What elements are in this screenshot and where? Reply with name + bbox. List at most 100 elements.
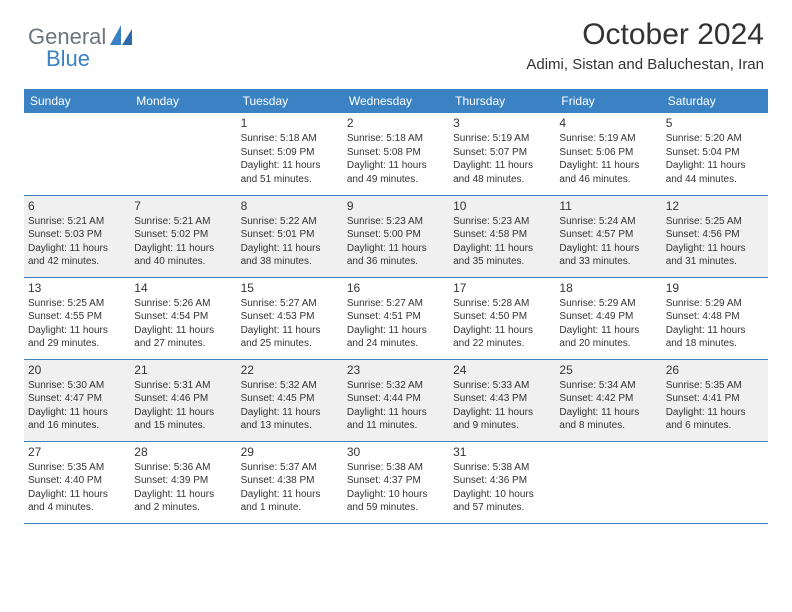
brand-logo: General Blue xyxy=(28,18,134,50)
day-number: 31 xyxy=(453,445,551,459)
header: General Blue October 2024 Adimi, Sistan … xyxy=(0,0,792,81)
sunrise-text: Sunrise: 5:18 AM xyxy=(347,132,445,146)
day-number: 22 xyxy=(241,363,339,377)
sunrise-text: Sunrise: 5:19 AM xyxy=(559,132,657,146)
sunset-text: Sunset: 4:44 PM xyxy=(347,392,445,406)
day-number: 5 xyxy=(666,116,764,130)
sunset-text: Sunset: 4:46 PM xyxy=(134,392,232,406)
daylight-text: and 11 minutes. xyxy=(347,419,445,433)
day-cell: 2Sunrise: 5:18 AMSunset: 5:08 PMDaylight… xyxy=(343,113,449,195)
sunset-text: Sunset: 4:48 PM xyxy=(666,310,764,324)
daylight-text: and 35 minutes. xyxy=(453,255,551,269)
daylight-text: Daylight: 11 hours xyxy=(28,488,126,502)
daylight-text: Daylight: 11 hours xyxy=(134,488,232,502)
dayname-tue: Tuesday xyxy=(237,89,343,113)
sunrise-text: Sunrise: 5:26 AM xyxy=(134,297,232,311)
day-cell: 14 Sunrise: 5:26 AMSunset: 4:54 PMDayligh… xyxy=(130,277,236,359)
daylight-text: Daylight: 11 hours xyxy=(241,488,339,502)
daylight-text: and 49 minutes. xyxy=(347,173,445,187)
page-title: October 2024 xyxy=(526,18,764,52)
dayname-mon: Monday xyxy=(130,89,236,113)
sunset-text: Sunset: 4:56 PM xyxy=(666,228,764,242)
dayname-thu: Thursday xyxy=(449,89,555,113)
daylight-text: Daylight: 11 hours xyxy=(134,406,232,420)
daylight-text: and 22 minutes. xyxy=(453,337,551,351)
daylight-text: Daylight: 11 hours xyxy=(28,324,126,338)
daylight-text: and 2 minutes. xyxy=(134,501,232,515)
daylight-text: Daylight: 11 hours xyxy=(241,242,339,256)
title-block: October 2024 Adimi, Sistan and Baluchest… xyxy=(526,18,764,73)
day-number: 6 xyxy=(28,199,126,213)
sunset-text: Sunset: 4:54 PM xyxy=(134,310,232,324)
daylight-text: and 20 minutes. xyxy=(559,337,657,351)
daylight-text: and 18 minutes. xyxy=(666,337,764,351)
sunset-text: Sunset: 4:49 PM xyxy=(559,310,657,324)
day-cell: 12Sunrise: 5:25 AMSunset: 4:56 PMDayligh… xyxy=(662,195,768,277)
daylight-text: and 38 minutes. xyxy=(241,255,339,269)
daylight-text: Daylight: 11 hours xyxy=(134,324,232,338)
daylight-text: Daylight: 11 hours xyxy=(241,324,339,338)
sunset-text: Sunset: 4:39 PM xyxy=(134,474,232,488)
daylight-text: Daylight: 11 hours xyxy=(559,324,657,338)
day-cell: 11Sunrise: 5:24 AMSunset: 4:57 PMDayligh… xyxy=(555,195,661,277)
day-number: 9 xyxy=(347,199,445,213)
sunrise-text: Sunrise: 5:21 AM xyxy=(28,215,126,229)
sunrise-text: Sunrise: 5:37 AM xyxy=(241,461,339,475)
daylight-text: Daylight: 11 hours xyxy=(28,242,126,256)
sunset-text: Sunset: 4:38 PM xyxy=(241,474,339,488)
day-cell: 21Sunrise: 5:31 AMSunset: 4:46 PMDayligh… xyxy=(130,359,236,441)
day-cell xyxy=(662,441,768,523)
day-cell: 25Sunrise: 5:34 AMSunset: 4:42 PMDayligh… xyxy=(555,359,661,441)
day-cell: 18Sunrise: 5:29 AMSunset: 4:49 PMDayligh… xyxy=(555,277,661,359)
day-cell: 10Sunrise: 5:23 AMSunset: 4:58 PMDayligh… xyxy=(449,195,555,277)
day-number: 23 xyxy=(347,363,445,377)
daylight-text: and 6 minutes. xyxy=(666,419,764,433)
daylight-text: and 1 minute. xyxy=(241,501,339,515)
daylight-text: Daylight: 11 hours xyxy=(666,324,764,338)
sunrise-text: Sunrise: 5:25 AM xyxy=(28,297,126,311)
day-number: 28 xyxy=(134,445,232,459)
day-cell: 9Sunrise: 5:23 AMSunset: 5:00 PMDaylight… xyxy=(343,195,449,277)
sunrise-text: Sunrise: 5:32 AM xyxy=(347,379,445,393)
sunrise-text: Sunrise: 5:35 AM xyxy=(666,379,764,393)
sunrise-text: Sunrise: 5:23 AM xyxy=(347,215,445,229)
day-cell: 26Sunrise: 5:35 AMSunset: 4:41 PMDayligh… xyxy=(662,359,768,441)
sunrise-text: Sunrise: 5:22 AM xyxy=(241,215,339,229)
day-cell: 13Sunrise: 5:25 AMSunset: 4:55 PMDayligh… xyxy=(24,277,130,359)
day-number: 16 xyxy=(347,281,445,295)
calendar-table: Sunday Monday Tuesday Wednesday Thursday… xyxy=(24,89,768,524)
day-cell: 28Sunrise: 5:36 AMSunset: 4:39 PMDayligh… xyxy=(130,441,236,523)
daylight-text: Daylight: 10 hours xyxy=(347,488,445,502)
brand-blue: Blue xyxy=(46,46,90,72)
sunset-text: Sunset: 5:08 PM xyxy=(347,146,445,160)
day-number: 21 xyxy=(134,363,232,377)
sunrise-text: Sunrise: 5:25 AM xyxy=(666,215,764,229)
day-number: 27 xyxy=(28,445,126,459)
day-cell: 3Sunrise: 5:19 AMSunset: 5:07 PMDaylight… xyxy=(449,113,555,195)
day-number: 14 xyxy=(134,281,232,295)
sunrise-text: Sunrise: 5:19 AM xyxy=(453,132,551,146)
daylight-text: and 25 minutes. xyxy=(241,337,339,351)
dayname-wed: Wednesday xyxy=(343,89,449,113)
sunset-text: Sunset: 4:53 PM xyxy=(241,310,339,324)
daylight-text: Daylight: 11 hours xyxy=(347,242,445,256)
sunrise-text: Sunrise: 5:35 AM xyxy=(28,461,126,475)
daylight-text: Daylight: 11 hours xyxy=(666,159,764,173)
dayname-fri: Friday xyxy=(555,89,661,113)
daylight-text: and 46 minutes. xyxy=(559,173,657,187)
sunset-text: Sunset: 4:55 PM xyxy=(28,310,126,324)
day-cell: 29Sunrise: 5:37 AMSunset: 4:38 PMDayligh… xyxy=(237,441,343,523)
sunset-text: Sunset: 5:07 PM xyxy=(453,146,551,160)
day-cell: 27Sunrise: 5:35 AMSunset: 4:40 PMDayligh… xyxy=(24,441,130,523)
sunrise-text: Sunrise: 5:23 AM xyxy=(453,215,551,229)
sunrise-text: Sunrise: 5:32 AM xyxy=(241,379,339,393)
daylight-text: and 33 minutes. xyxy=(559,255,657,269)
week-row: 13Sunrise: 5:25 AMSunset: 4:55 PMDayligh… xyxy=(24,277,768,359)
daylight-text: Daylight: 11 hours xyxy=(453,324,551,338)
day-cell: 22Sunrise: 5:32 AMSunset: 4:45 PMDayligh… xyxy=(237,359,343,441)
day-cell: 24Sunrise: 5:33 AMSunset: 4:43 PMDayligh… xyxy=(449,359,555,441)
sunrise-text: Sunrise: 5:34 AM xyxy=(559,379,657,393)
sunset-text: Sunset: 5:06 PM xyxy=(559,146,657,160)
day-cell: 8Sunrise: 5:22 AMSunset: 5:01 PMDaylight… xyxy=(237,195,343,277)
daylight-text: Daylight: 11 hours xyxy=(453,159,551,173)
